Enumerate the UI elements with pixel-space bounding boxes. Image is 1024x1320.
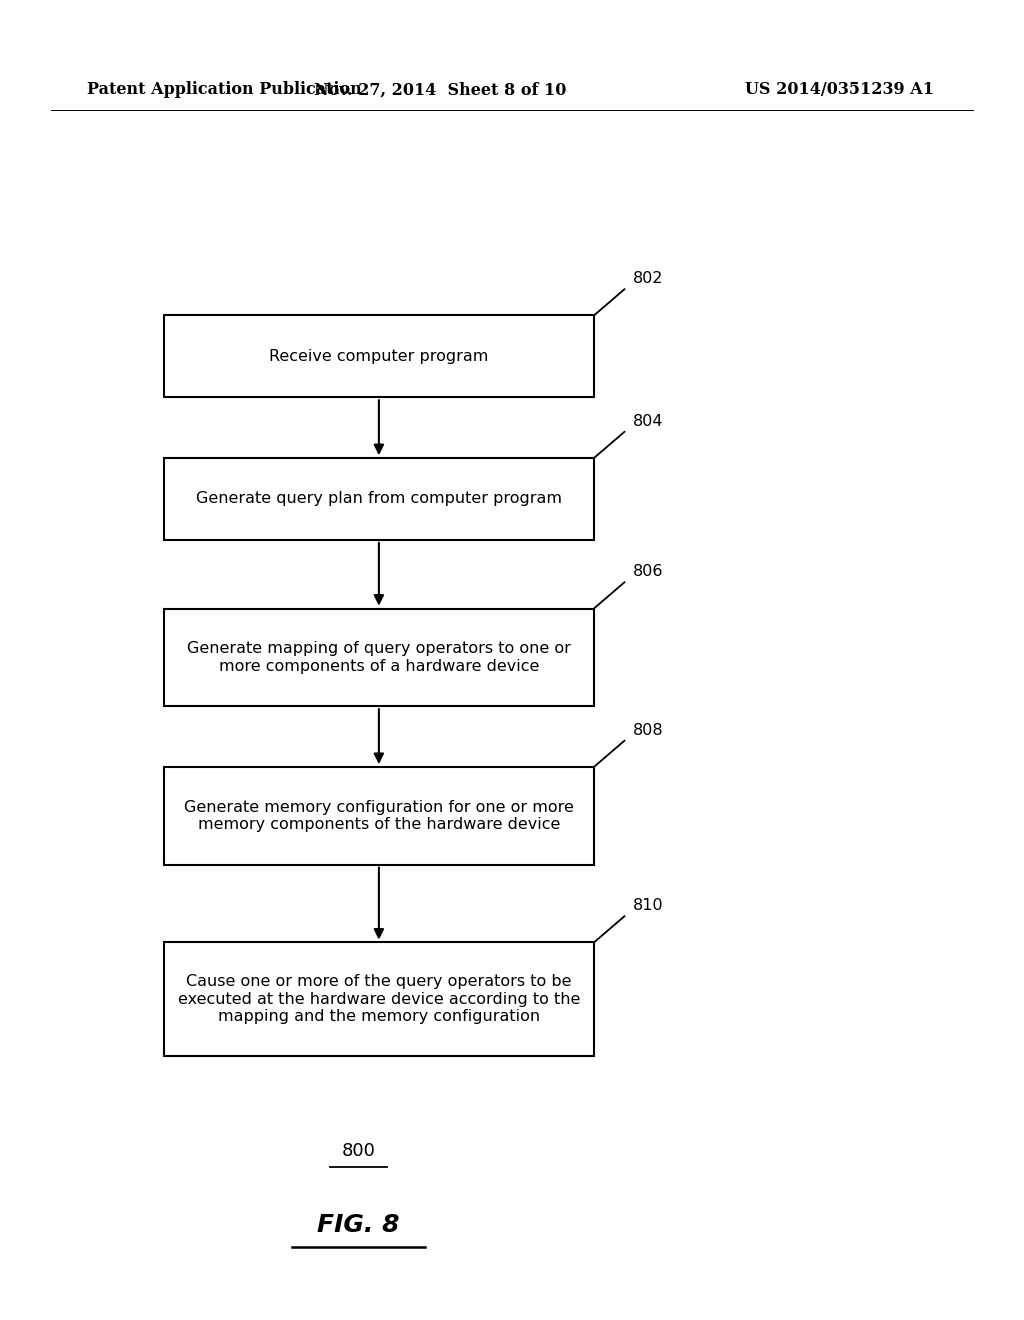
Bar	[164, 609, 594, 706]
Text: Generate query plan from computer program: Generate query plan from computer progra…	[196, 491, 562, 507]
Text: US 2014/0351239 A1: US 2014/0351239 A1	[745, 82, 934, 99]
Text: Patent Application Publication: Patent Application Publication	[87, 82, 361, 99]
Text: 810: 810	[633, 899, 664, 913]
Text: Generate memory configuration for one or more
memory components of the hardware : Generate memory configuration for one or…	[184, 800, 573, 832]
Text: Receive computer program: Receive computer program	[269, 348, 488, 364]
Text: Nov. 27, 2014  Sheet 8 of 10: Nov. 27, 2014 Sheet 8 of 10	[314, 82, 566, 99]
Text: Generate mapping of query operators to one or
more components of a hardware devi: Generate mapping of query operators to o…	[187, 642, 570, 673]
Text: 806: 806	[633, 565, 664, 579]
Bar	[164, 942, 594, 1056]
Bar	[164, 767, 594, 865]
Text: 800: 800	[341, 1142, 376, 1160]
Text: 802: 802	[633, 272, 664, 286]
Text: 804: 804	[633, 414, 664, 429]
Text: Cause one or more of the query operators to be
executed at the hardware device a: Cause one or more of the query operators…	[178, 974, 580, 1024]
Text: FIG. 8: FIG. 8	[317, 1213, 399, 1237]
Bar	[164, 315, 594, 397]
Text: 808: 808	[633, 723, 664, 738]
Bar	[164, 458, 594, 540]
